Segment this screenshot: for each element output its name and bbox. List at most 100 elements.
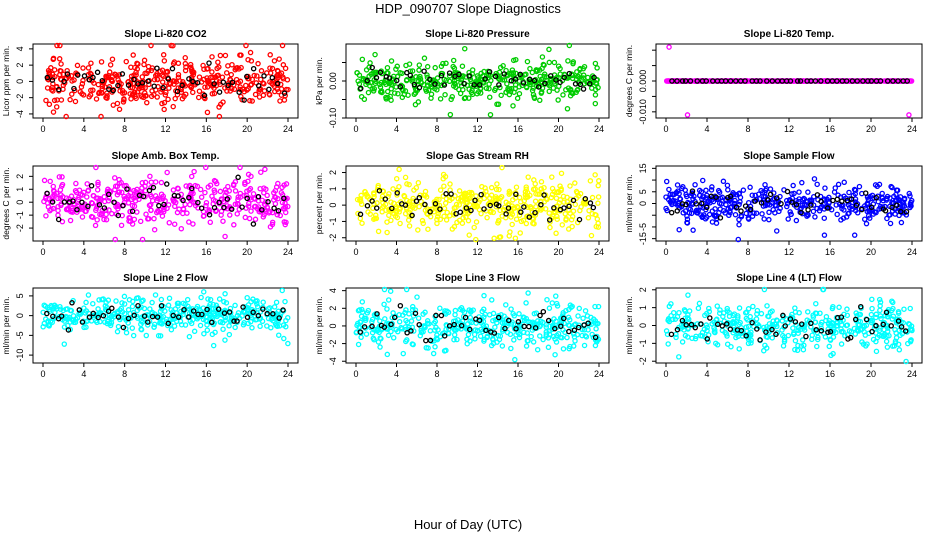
- data-point: [51, 67, 58, 73]
- data-point: [546, 210, 552, 216]
- highlight-point: [186, 76, 192, 82]
- data-point: [379, 209, 385, 215]
- data-point: [889, 316, 896, 322]
- highlight-point: [576, 216, 583, 223]
- data-point: [364, 310, 371, 316]
- data-point: [852, 199, 859, 205]
- highlight-point: [145, 78, 151, 84]
- highlight-point: [537, 312, 543, 319]
- data-point: [569, 223, 575, 230]
- data-point: [456, 202, 462, 208]
- data-points: [40, 287, 291, 349]
- data-point: [399, 83, 406, 90]
- data-point: [810, 208, 817, 215]
- data-point: [726, 309, 732, 316]
- data-point: [404, 337, 410, 343]
- data-point: [836, 304, 842, 311]
- highlight-point: [181, 306, 187, 313]
- data-point: [572, 180, 578, 186]
- highlight-point: [692, 324, 699, 331]
- data-point: [106, 69, 113, 75]
- data-point: [358, 201, 365, 207]
- data-point: [381, 286, 388, 293]
- data-point: [536, 67, 543, 73]
- data-point: [282, 298, 288, 305]
- highlight-point: [275, 208, 282, 214]
- data-point: [202, 84, 208, 90]
- data-point: [252, 216, 259, 223]
- highlight-point: [361, 324, 368, 330]
- highlight-point: [854, 78, 860, 84]
- data-point: [738, 324, 745, 331]
- data-point: [784, 203, 790, 210]
- data-point: [440, 171, 447, 178]
- data-point: [780, 343, 787, 349]
- data-point: [893, 330, 899, 336]
- highlight-point: [151, 83, 157, 89]
- data-point: [281, 335, 287, 342]
- highlight-point: [175, 193, 181, 199]
- highlight-point: [209, 319, 215, 326]
- data-point: [518, 218, 525, 225]
- data-point: [68, 193, 75, 199]
- data-point: [554, 189, 560, 196]
- data-point: [265, 305, 272, 312]
- highlight-points: [44, 60, 288, 103]
- data-point: [523, 300, 529, 306]
- data-point: [454, 219, 460, 226]
- data-point: [468, 78, 474, 84]
- data-point: [400, 350, 407, 357]
- chart-title: Slope Line 2 Flow: [123, 273, 208, 284]
- data-point: [43, 97, 49, 104]
- data-point: [58, 97, 65, 103]
- highlight-point: [566, 203, 572, 210]
- highlight-point: [234, 318, 240, 324]
- data-point: [260, 299, 266, 305]
- data-point: [102, 303, 109, 309]
- data-point: [50, 193, 56, 200]
- highlight-point: [880, 321, 886, 328]
- highlight-point: [255, 312, 262, 319]
- x-tick-label: 20: [553, 369, 563, 379]
- highlight-point: [270, 311, 276, 317]
- highlight-point: [44, 310, 50, 317]
- data-point: [730, 319, 736, 325]
- highlight-point: [668, 331, 675, 338]
- highlight-point: [725, 194, 731, 201]
- highlight-point: [526, 323, 532, 330]
- x-tick-label: 16: [513, 247, 523, 257]
- data-point: [735, 78, 741, 84]
- data-point: [274, 67, 281, 74]
- data-point: [104, 188, 111, 195]
- data-point: [209, 54, 215, 60]
- data-point: [450, 209, 457, 216]
- highlight-point: [448, 191, 454, 197]
- data-point: [90, 300, 96, 307]
- data-point: [207, 296, 214, 303]
- data-point: [713, 317, 720, 323]
- highlight-point: [797, 78, 804, 84]
- data-point: [887, 220, 894, 227]
- x-tick-label: 16: [513, 369, 523, 379]
- data-point: [367, 211, 373, 217]
- highlight-point: [206, 212, 213, 218]
- data-point: [205, 209, 212, 215]
- data-point: [50, 109, 57, 115]
- data-point: [260, 214, 267, 220]
- x-tick-label: 24: [594, 124, 604, 134]
- data-point: [703, 187, 709, 194]
- data-point: [566, 317, 573, 323]
- data-point: [79, 91, 85, 97]
- highlight-point: [224, 196, 231, 202]
- data-point: [409, 306, 416, 313]
- data-point: [557, 197, 564, 203]
- data-point: [455, 196, 462, 202]
- data-point: [901, 306, 907, 312]
- data-point: [233, 65, 239, 71]
- highlight-point: [805, 207, 811, 213]
- highlight-point: [903, 208, 910, 215]
- data-point: [277, 212, 284, 219]
- highlight-point: [120, 324, 127, 331]
- data-point: [48, 87, 55, 93]
- data-point: [220, 99, 226, 105]
